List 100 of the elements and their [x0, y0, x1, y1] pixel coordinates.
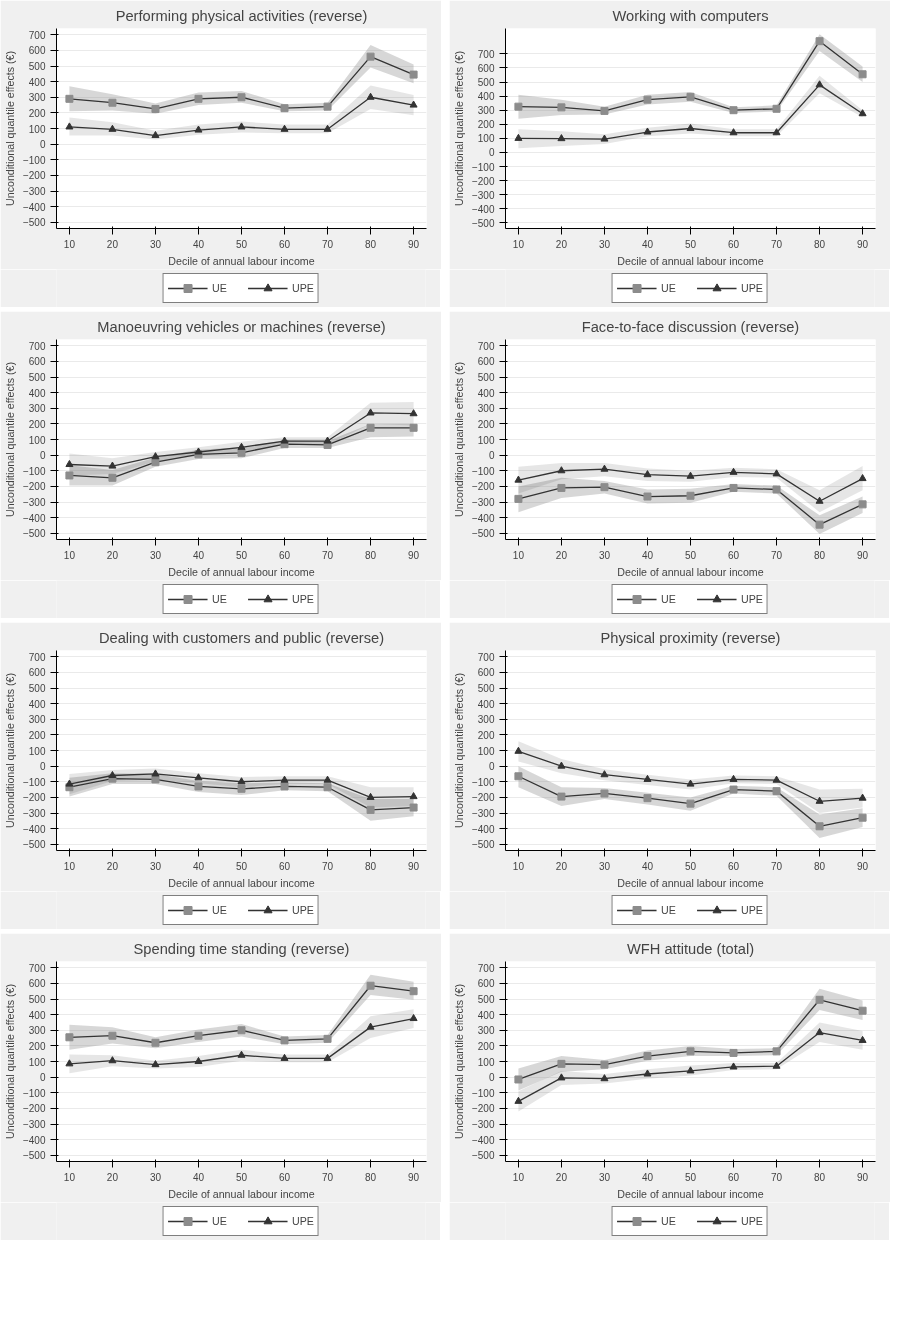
- y-tick-label: 700: [477, 962, 495, 974]
- y-tick-label: 0: [488, 1072, 495, 1084]
- y-tick-label: 700: [28, 340, 46, 352]
- y-tick-label: 100: [28, 1056, 46, 1068]
- y-axis-title: Unconditional quantile effects (€): [3, 50, 16, 206]
- y-tick-label: 0: [488, 450, 495, 462]
- x-tick-label: 70: [321, 1171, 334, 1183]
- x-tick-label: 70: [770, 238, 783, 250]
- x-tick-label: 40: [641, 549, 654, 561]
- y-tick-label: 300: [28, 403, 46, 415]
- y-tick-label: 400: [477, 1009, 495, 1021]
- chart-title: Spending time standing (reverse): [133, 940, 350, 957]
- y-tick-label: 600: [28, 45, 46, 57]
- y-tick-label: −500: [22, 839, 46, 851]
- y-tick-label: 300: [477, 1025, 495, 1037]
- y-tick-label: 0: [39, 761, 46, 773]
- y-tick-label: 700: [477, 651, 495, 663]
- x-tick-label: 50: [235, 1171, 248, 1183]
- x-tick-label: 80: [365, 549, 377, 561]
- x-tick-label: 70: [770, 549, 783, 561]
- x-tick-label: 20: [555, 238, 568, 250]
- y-tick-label: −400: [471, 1134, 495, 1146]
- x-tick-label: 30: [149, 549, 162, 561]
- y-tick-label: −400: [471, 512, 495, 524]
- y-tick-label: 0: [39, 450, 46, 462]
- x-tick-label: 10: [512, 238, 525, 250]
- y-tick-label: 300: [477, 105, 495, 117]
- legend-label: UPE: [292, 1215, 314, 1227]
- x-tick-label: 80: [365, 1171, 377, 1183]
- x-axis-title: Decile of annual labour income: [617, 876, 764, 889]
- y-tick-label: −200: [22, 1103, 46, 1115]
- x-tick-label: 40: [641, 1171, 654, 1183]
- x-tick-label: 10: [63, 1171, 76, 1183]
- y-tick-label: −100: [471, 1087, 495, 1099]
- x-tick-label: 60: [727, 549, 740, 561]
- x-tick-label: 20: [106, 860, 119, 872]
- y-tick-label: 500: [477, 77, 495, 89]
- y-tick-label: −500: [22, 1150, 46, 1162]
- x-axis-title: Decile of annual labour income: [168, 876, 315, 889]
- y-tick-label: 600: [28, 356, 46, 368]
- y-tick-label: −200: [22, 792, 46, 804]
- x-tick-label: 60: [727, 860, 740, 872]
- x-tick-label: 10: [63, 238, 76, 250]
- legend-label: UPE: [741, 904, 763, 916]
- y-tick-label: 500: [28, 372, 46, 383]
- y-axis-title: Unconditional quantile effects (€): [452, 50, 465, 206]
- x-axis-title: Decile of annual labour income: [617, 1187, 764, 1200]
- x-axis-title: Decile of annual labour income: [617, 565, 764, 578]
- y-tick-label: 100: [28, 745, 46, 757]
- x-tick-label: 90: [857, 238, 869, 250]
- chart-title: Manoeuvring vehicles or machines (reverse): [97, 318, 386, 335]
- y-tick-label: −300: [471, 189, 495, 201]
- x-tick-label: 70: [770, 1171, 783, 1183]
- y-tick-label: −200: [471, 175, 495, 187]
- y-tick-label: −200: [22, 170, 46, 182]
- x-tick-label: 60: [278, 1171, 291, 1183]
- y-tick-label: 400: [28, 76, 46, 88]
- x-tick-label: 60: [727, 1171, 740, 1183]
- x-tick-label: 90: [857, 1171, 869, 1183]
- y-tick-label: −200: [471, 792, 495, 804]
- y-tick-label: 700: [28, 651, 46, 663]
- y-tick-label: −100: [471, 776, 495, 788]
- x-tick-label: 80: [814, 549, 826, 561]
- y-axis-title: Unconditional quantile effects (€): [3, 361, 16, 517]
- x-tick-label: 50: [235, 860, 248, 872]
- legend-label: UE: [212, 593, 228, 605]
- x-tick-label: 20: [555, 860, 568, 872]
- y-tick-label: −200: [471, 481, 495, 493]
- y-tick-label: −500: [22, 528, 46, 540]
- y-tick-label: −400: [22, 201, 46, 213]
- y-tick-label: 400: [28, 698, 46, 710]
- x-axis-title: Decile of annual labour income: [617, 254, 764, 267]
- y-tick-label: 500: [477, 994, 495, 1005]
- y-tick-label: 200: [28, 107, 46, 119]
- legend-label: UE: [212, 904, 228, 916]
- y-axis-title: Unconditional quantile effects (€): [452, 672, 465, 828]
- y-axis-title: Unconditional quantile effects (€): [3, 983, 16, 1139]
- y-tick-label: 100: [28, 123, 46, 135]
- x-tick-label: 70: [321, 860, 334, 872]
- y-tick-label: 600: [477, 667, 495, 679]
- y-tick-label: −500: [22, 217, 46, 229]
- x-tick-label: 30: [149, 1171, 162, 1183]
- y-tick-label: 300: [28, 92, 46, 104]
- x-tick-label: 10: [63, 549, 76, 561]
- legend-label: UPE: [741, 1215, 763, 1227]
- chart-title: WFH attitude (total): [626, 940, 755, 957]
- x-tick-label: 40: [192, 238, 205, 250]
- x-tick-label: 60: [278, 860, 291, 872]
- y-tick-label: 200: [28, 418, 46, 430]
- y-tick-label: 500: [28, 61, 46, 72]
- x-tick-label: 90: [857, 549, 869, 561]
- x-axis-title: Decile of annual labour income: [168, 254, 315, 267]
- y-tick-label: −100: [471, 465, 495, 477]
- y-tick-label: −200: [22, 481, 46, 493]
- y-tick-label: 100: [477, 745, 495, 757]
- y-tick-label: −100: [22, 154, 46, 166]
- x-tick-label: 40: [641, 238, 654, 250]
- y-tick-label: −100: [471, 161, 495, 173]
- x-tick-label: 10: [512, 860, 525, 872]
- y-tick-label: 100: [477, 434, 495, 446]
